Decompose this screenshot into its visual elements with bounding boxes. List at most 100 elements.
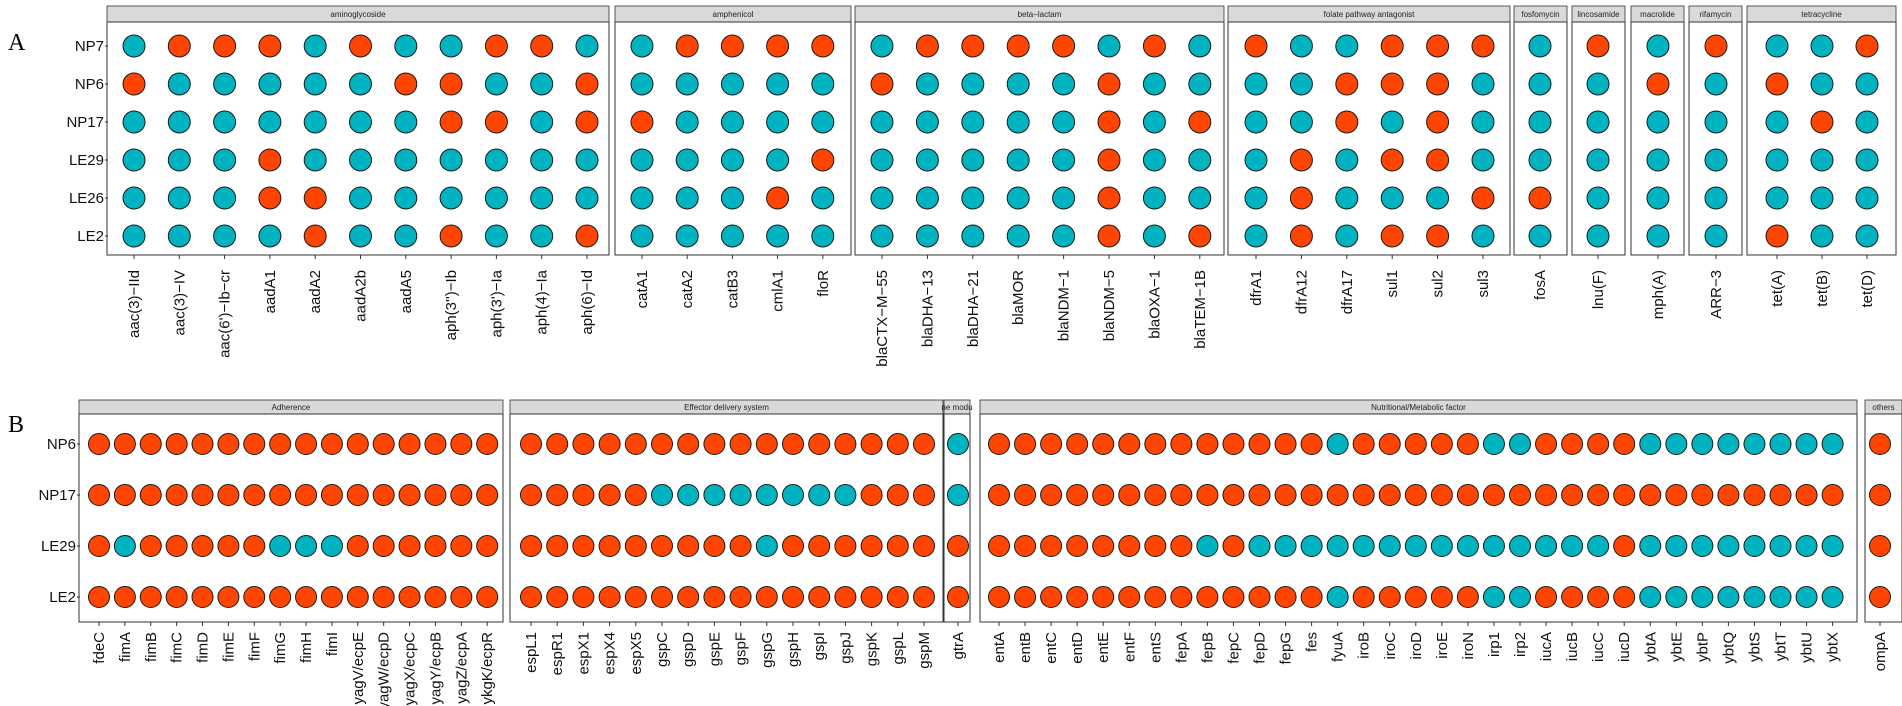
- data-point: [675, 148, 699, 172]
- data-point: [1821, 484, 1844, 506]
- data-point: [243, 586, 266, 608]
- data-point: [398, 433, 421, 455]
- facet-label: amphenicol: [713, 10, 754, 19]
- data-point: [808, 535, 831, 557]
- data-point: [1855, 224, 1879, 248]
- data-point: [575, 110, 599, 134]
- data-point: [191, 535, 214, 557]
- data-point: [1006, 34, 1030, 58]
- facet-label: beta−lactam: [1018, 10, 1062, 19]
- data-point: [546, 586, 569, 608]
- facet: folate pathway antagonist dfrA1 dfrA12 dfrA…: [1227, 5, 1511, 314]
- data-point: [1795, 484, 1818, 506]
- data-point: [484, 72, 508, 96]
- data-point: [572, 484, 595, 506]
- facet-frame: [78, 413, 504, 623]
- data-point: [530, 186, 554, 210]
- data-point: [1765, 224, 1789, 248]
- data-point: [1765, 186, 1789, 210]
- data-point: [1040, 586, 1063, 608]
- data-point: [476, 433, 499, 455]
- column-label: ybtU: [1799, 632, 1816, 663]
- data-point: [1528, 110, 1552, 134]
- data-point: [217, 484, 240, 506]
- data-point: [961, 34, 985, 58]
- data-point: [484, 224, 508, 248]
- data-point: [1052, 224, 1076, 248]
- column-label: aadA2: [307, 270, 324, 313]
- column-label: aac(3)−IV: [171, 270, 188, 335]
- column-label: ybtS: [1746, 632, 1763, 662]
- column-label: blaTEM−1B: [1192, 270, 1209, 349]
- data-point: [1535, 484, 1558, 506]
- data-point: [1300, 433, 1323, 455]
- data-point: [1289, 110, 1313, 134]
- column-label: catA2: [679, 270, 696, 308]
- data-point: [439, 224, 463, 248]
- column-label: entA: [991, 632, 1008, 663]
- data-point: [1222, 586, 1245, 608]
- data-point: [1646, 148, 1670, 172]
- data-point: [88, 535, 110, 557]
- facet: fosfomycin fosA: [1513, 5, 1568, 300]
- data-point: [372, 484, 395, 506]
- data-point: [729, 586, 752, 608]
- column-label: iucC: [1590, 632, 1607, 662]
- row-label: NP6: [75, 76, 104, 93]
- panel-b: B NP6 NP17 LE29 LE2 Adherence fdeC fimA fimB fimC…: [8, 399, 1902, 706]
- data-point: [1795, 535, 1818, 557]
- data-point: [808, 484, 831, 506]
- data-point: [1821, 433, 1844, 455]
- panel-label: B: [8, 412, 24, 438]
- data-point: [913, 433, 935, 455]
- data-point: [520, 484, 542, 506]
- data-point: [476, 586, 499, 608]
- data-point: [1810, 186, 1834, 210]
- data-point: [575, 224, 599, 248]
- data-point: [1274, 586, 1297, 608]
- column-label: fes: [1304, 632, 1321, 652]
- data-point: [572, 586, 595, 608]
- data-point: [630, 110, 654, 134]
- data-point: [1869, 484, 1891, 506]
- data-point: [424, 535, 447, 557]
- data-point: [269, 433, 292, 455]
- data-point: [1066, 535, 1089, 557]
- data-point: [372, 586, 395, 608]
- column-label: fepA: [1173, 632, 1190, 663]
- panel-a: A NP7 NP6 NP17 LE29 LE26 LE2 aminoglycoside aac(…: [8, 5, 1897, 367]
- data-point: [1665, 586, 1688, 608]
- data-point: [520, 586, 542, 608]
- data-point: [1404, 535, 1427, 557]
- column-label: ybtQ: [1720, 632, 1737, 664]
- column-label: gspK: [864, 632, 881, 666]
- column-label: fosA: [1532, 270, 1549, 300]
- data-point: [243, 433, 266, 455]
- data-point: [113, 535, 136, 557]
- data-point: [165, 484, 188, 506]
- data-point: [598, 586, 621, 608]
- data-point: [677, 433, 700, 455]
- data-point: [1426, 72, 1450, 96]
- data-point: [755, 586, 778, 608]
- data-point: [913, 586, 935, 608]
- column-label: ompA: [1872, 632, 1889, 671]
- data-point: [677, 484, 700, 506]
- data-point: [269, 535, 292, 557]
- data-point: [258, 186, 282, 210]
- data-point: [303, 110, 327, 134]
- data-point: [1274, 484, 1297, 506]
- data-point: [484, 186, 508, 210]
- data-point: [295, 535, 318, 557]
- data-point: [630, 224, 654, 248]
- data-point: [1855, 110, 1879, 134]
- data-point: [1335, 224, 1359, 248]
- data-point: [1380, 34, 1404, 58]
- data-point: [1052, 186, 1076, 210]
- data-point: [398, 484, 421, 506]
- column-label: blaNDM−5: [1101, 270, 1118, 341]
- data-point: [1471, 110, 1495, 134]
- facet-label: lincosamide: [1577, 10, 1620, 19]
- data-point: [1006, 72, 1030, 96]
- column-label: fepG: [1278, 632, 1295, 665]
